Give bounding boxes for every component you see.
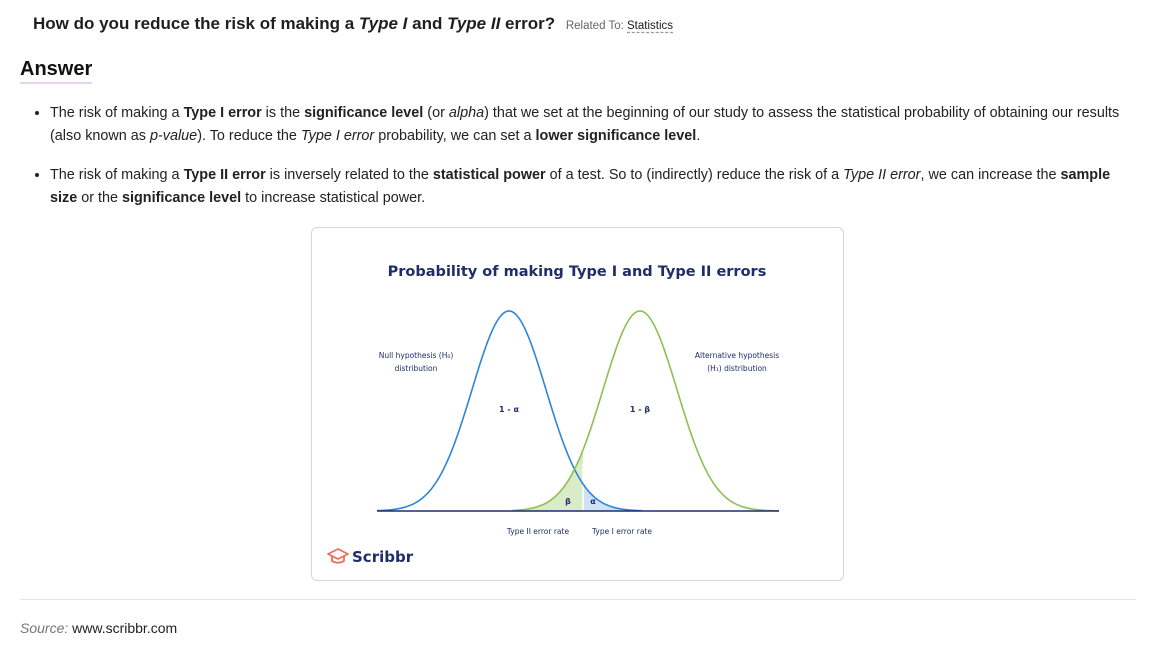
answer-text-segment: sample size <box>50 167 1111 206</box>
power-null-label: 1 - α <box>499 405 519 414</box>
answer-text-segment: . <box>696 127 701 144</box>
source-label: Source: <box>20 620 69 636</box>
error-distribution-figure: Probability of making Type I and Type II… <box>327 264 780 566</box>
answer-text-segment: of a test. So to (indirectly) reduce the… <box>545 167 844 183</box>
related-topic-link[interactable]: Statistics <box>627 20 674 32</box>
answer-text-segment: significance level <box>122 189 242 206</box>
scribbr-logo: Scribbr <box>327 548 414 566</box>
type-2-error-rate-label: Type II error rate <box>506 527 570 536</box>
answer-text-segment: lower significance level <box>535 127 697 144</box>
answer-text-segment: significance level <box>304 105 424 121</box>
alternative-distribution-curve <box>511 310 780 512</box>
alpha-area <box>583 483 642 511</box>
answer-text-segment: or the <box>77 189 122 206</box>
alpha-symbol: α <box>590 497 596 506</box>
answer-text-segment: ). To reduce the <box>197 127 301 144</box>
answer-heading: Answer <box>20 57 93 84</box>
answer-text-segment: Type II error <box>843 167 921 183</box>
answer-text-segment: (or <box>423 105 449 121</box>
source-line: Source: www.scribbr.com <box>20 620 177 636</box>
graduation-cap-icon <box>327 548 349 564</box>
answer-text-segment: The risk of making a <box>50 167 184 183</box>
question-prefix: How do you reduce the risk of making a <box>33 14 359 33</box>
question-middle: and <box>407 14 448 33</box>
related-label: Related To: <box>565 20 624 32</box>
answer-text-segment: Type I error <box>300 127 375 144</box>
answer-text-segment: to increase statistical power. <box>241 189 426 206</box>
answer-text-segment: is the <box>261 105 305 121</box>
alternative-hypothesis-label-line1: Alternative hypothesis <box>695 351 779 360</box>
answer-text-segment: The risk of making a <box>50 105 184 121</box>
figure-title: Probability of making Type I and Type II… <box>388 264 767 280</box>
related-to: Related To: Statistics <box>566 20 673 32</box>
question-term-type-1: Type I <box>358 14 408 33</box>
answer-list: The risk of making a Type I error is the… <box>32 102 1135 226</box>
power-alt-label: 1 - β <box>630 405 650 414</box>
alternative-hypothesis-label-line2: (H₁) distribution <box>707 364 767 373</box>
answer-text-segment: p-value <box>149 127 198 144</box>
figure-card: Probability of making Type I and Type II… <box>311 227 844 581</box>
beta-symbol: β <box>565 497 571 506</box>
type-1-error-rate-label: Type I error rate <box>591 527 652 536</box>
question-suffix: error? <box>500 14 556 33</box>
answer-bullet: The risk of making a Type I error is the… <box>50 102 1135 147</box>
null-distribution-curve <box>376 310 643 512</box>
answer-text-segment: Type II error <box>183 167 266 183</box>
answer-text-segment: statistical power <box>432 167 546 183</box>
scribbr-logo-text: Scribbr <box>352 548 414 566</box>
answer-text-segment: , we can increase the <box>920 167 1061 183</box>
answer-text-segment: Type I error <box>183 105 262 121</box>
answer-text-segment: is inversely related to the <box>265 167 433 183</box>
question-term-type-2: Type II <box>447 14 501 33</box>
null-hypothesis-label-line1: Null hypothesis (H₀) <box>379 351 454 360</box>
answer-text-segment: probability, we can set a <box>374 127 536 144</box>
beta-area <box>512 449 583 511</box>
question-title: How do you reduce the risk of making a T… <box>33 14 673 34</box>
answer-text-segment: ) that we set at the beginning of our st… <box>50 105 1120 144</box>
divider <box>20 599 1136 600</box>
answer-text-segment: alpha <box>448 105 485 121</box>
answer-bullet: The risk of making a Type II error is in… <box>50 164 1135 209</box>
source-value: www.scribbr.com <box>72 620 178 636</box>
null-hypothesis-label-line2: distribution <box>395 364 438 373</box>
